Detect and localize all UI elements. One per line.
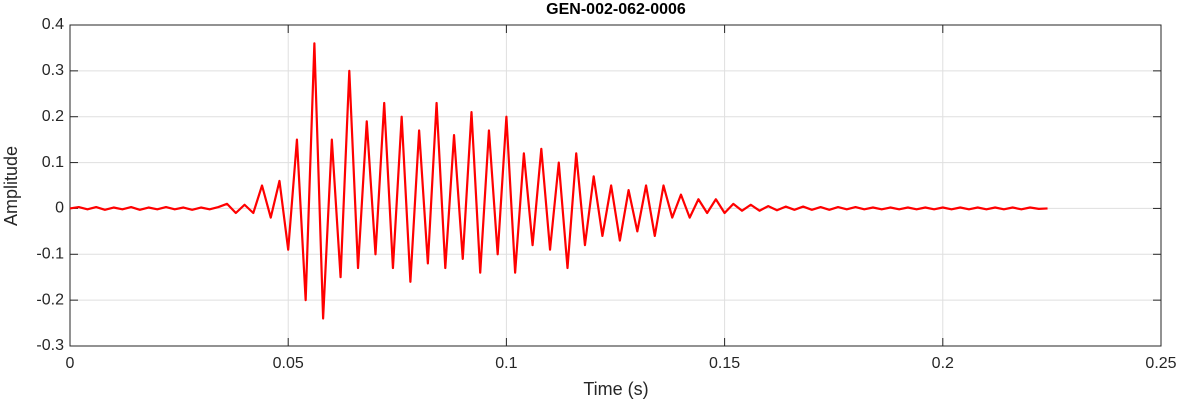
x-tick-label: 0.1 bbox=[495, 355, 517, 372]
y-tick-label: 0.4 bbox=[42, 16, 64, 33]
x-tick-label: 0.25 bbox=[1145, 355, 1176, 372]
x-tick-label: 0.05 bbox=[273, 355, 304, 372]
chart-title: GEN-002-062-0006 bbox=[546, 1, 686, 18]
y-tick-label: 0 bbox=[55, 200, 64, 217]
y-tick-label: 0.2 bbox=[42, 108, 64, 125]
x-tick-label: 0.15 bbox=[709, 355, 740, 372]
plot-frame bbox=[69, 24, 1162, 347]
y-tick-label: -0.2 bbox=[36, 291, 64, 308]
y-tick-label: -0.3 bbox=[36, 337, 64, 354]
x-tick-label: 0 bbox=[66, 355, 75, 372]
x-tick-label: 0.2 bbox=[932, 355, 954, 372]
y-tick-label: 0.1 bbox=[42, 154, 64, 171]
y-tick-label: 0.3 bbox=[42, 62, 64, 79]
waveform-line bbox=[69, 42, 1048, 320]
y-tick-label: -0.1 bbox=[36, 246, 64, 263]
y-axis-label: Amplitude bbox=[1, 146, 21, 226]
x-axis-label: Time (s) bbox=[583, 379, 648, 399]
